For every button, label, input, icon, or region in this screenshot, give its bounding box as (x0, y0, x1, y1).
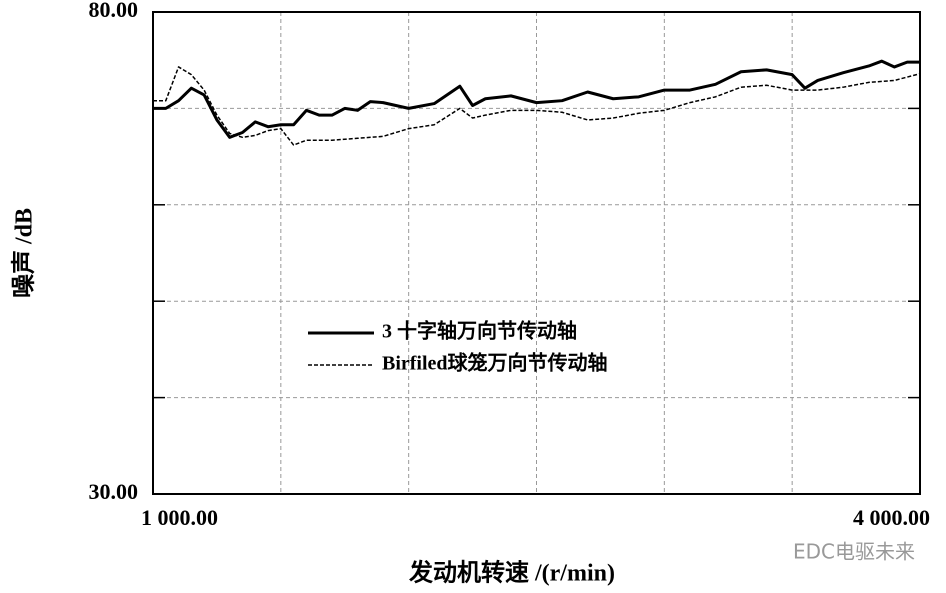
y-axis-label: 噪声 /dB (10, 208, 38, 298)
line-series (153, 59, 920, 139)
legend-label: 3 十字轴万向节传动轴 (382, 319, 577, 343)
line-series (153, 66, 921, 146)
x-tick-label: 1 000.00 (141, 505, 218, 530)
x-axis-label: 发动机转速 /(r/min) (408, 559, 615, 587)
plot-frame (152, 11, 921, 495)
y-tick-label: 80.00 (89, 0, 139, 22)
x-tick-label: 4 000.00 (853, 505, 930, 530)
y-tick-label: 30.00 (89, 479, 139, 504)
legend-label: Birfiled球笼万向节传动轴 (382, 351, 608, 375)
watermark: EDC电驱未来 (793, 540, 915, 564)
